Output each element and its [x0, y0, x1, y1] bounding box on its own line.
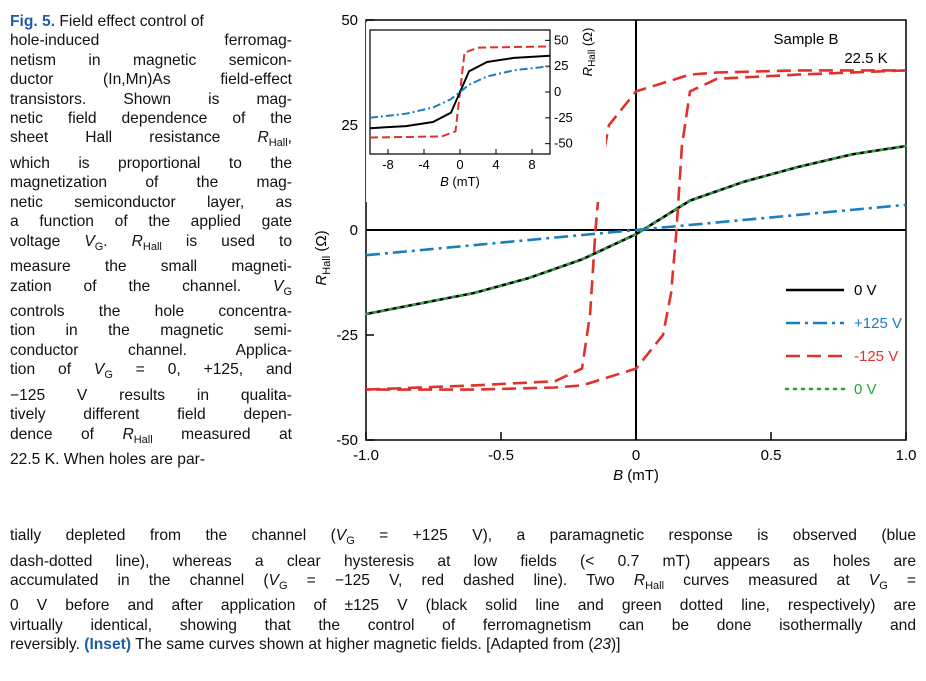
caption-line: tion of VG = 0, +125, and: [10, 361, 293, 382]
caption-line: ductor (In,Mn)As field-effect: [10, 71, 292, 89]
caption-line: a function of the applied gate: [10, 213, 292, 231]
caption-line: −125 V results in qualita-: [10, 386, 292, 404]
inset-y-tick-label: -50: [554, 136, 573, 151]
x-tick-label: -1.0: [353, 447, 379, 464]
inset-y-tick-label: -25: [554, 110, 573, 125]
caption-line: accumulated in the channel (VG = −125 V,…: [10, 571, 916, 593]
y-tick-label: -50: [336, 432, 358, 449]
caption-line: 22.5 K. When holes are par-: [10, 451, 206, 469]
x-tick-label: 0.5: [761, 447, 782, 464]
caption-line: netic semiconductor layer, as: [10, 193, 292, 211]
inset-series-line: [369, 54, 551, 130]
inset-series-line: [369, 65, 551, 119]
series-line: [365, 203, 907, 257]
legend-label: 0 V: [854, 381, 877, 398]
caption-continuation: tially depleted from the channel (VG = +…: [10, 526, 916, 655]
series-line-return-branch: [366, 69, 907, 391]
caption-line: sheet Hall resistance RHall,: [10, 129, 292, 150]
inset-y-tick-label: 25: [554, 58, 568, 73]
legend-label: -125 V: [854, 348, 898, 365]
inset-x-tick-label: -4: [418, 157, 430, 172]
caption-line: magnetization of the mag-: [10, 174, 292, 192]
caption-line: transistors. Shown is mag-: [10, 90, 292, 108]
caption-first-line: Field effect control of: [59, 13, 204, 30]
inset-y-tick-label: 50: [554, 32, 568, 47]
y-axis-label: RHall (Ω): [313, 230, 333, 285]
inset-x-tick-label: 0: [456, 157, 463, 172]
caption-line: 0 V before and after application of ±125…: [10, 597, 916, 615]
inset-x-tick-label: 4: [492, 157, 499, 172]
series-line: [364, 144, 908, 316]
caption-line: dash-dotted line), whereas a clear hyste…: [10, 552, 916, 570]
caption-line: conductor channel. Applica-: [10, 341, 292, 359]
caption-body: hole-induced ferromag-netism in magnetic…: [10, 31, 292, 469]
caption-line: virtually identical, showing that the co…: [10, 616, 916, 634]
inset-background: [366, 22, 606, 202]
figure-caption-column: Fig. 5. Field effect control of hole-ind…: [10, 12, 292, 469]
temperature-label: 22.5 K: [844, 50, 887, 67]
legend-label: 0 V: [854, 282, 877, 299]
inset-label: (Inset): [84, 636, 132, 654]
caption-line: netic field dependence of the: [10, 110, 292, 128]
inset-y-axis-label: RHall (Ω): [580, 28, 598, 77]
caption-line: tially depleted from the channel (VG = +…: [10, 527, 917, 548]
series-line: [365, 69, 906, 391]
reference-number: 23: [593, 636, 611, 654]
caption-line: controls the hole concentra-: [10, 303, 292, 321]
caption-line: which is proportional to the: [10, 154, 292, 172]
x-tick-label: -0.5: [488, 447, 514, 464]
caption-line: reversibly. (Inset) The same curves show…: [10, 636, 621, 654]
sample-label: Sample B: [773, 31, 838, 48]
y-tick-label: 25: [341, 117, 358, 134]
inset-x-tick-label: -8: [382, 157, 394, 172]
x-tick-label: 0: [632, 447, 640, 464]
caption-line: hole-induced ferromag-: [10, 32, 292, 50]
inset-caption-text: The same curves shown at higher magnetic…: [131, 636, 594, 654]
y-tick-label: -25: [336, 327, 358, 344]
x-tick-label: 1.0: [896, 447, 917, 464]
x-axis-label: B (mT): [613, 467, 659, 484]
caption-line: voltage VG. RHall is used to: [10, 232, 292, 253]
caption-line: measure the small magneti-: [10, 258, 292, 276]
caption-line: tively different field depen-: [10, 406, 292, 424]
y-tick-label: 50: [341, 12, 358, 29]
y-tick-label: 0: [350, 222, 358, 239]
hall-resistance-chart: -1.0 -0.5 0 0.5 1.0 50 25 0 -25 -50 B (mT) RHall (Ω…: [313, 12, 917, 484]
caption-line: zation of the channel. VG: [10, 277, 292, 298]
caption-bottom-lines: tially depleted from the channel (VG = +…: [10, 526, 916, 655]
figure: -1.0 -0.5 0 0.5 1.0 50 25 0 -25 -50 B (mT) RHall (Ω…: [300, 8, 924, 508]
legend-label: +125 V: [854, 315, 902, 332]
caption-line: dence of RHall measured at: [10, 425, 292, 446]
inset-x-tick-label: 8: [528, 157, 535, 172]
figure-label: Fig. 5.: [10, 13, 56, 30]
caption-line: netism in magnetic semicon-: [10, 51, 292, 69]
inset-x-axis-label: B (mT): [440, 174, 480, 189]
inset-y-tick-label: 0: [554, 84, 561, 99]
caption-line: tion in the magnetic semi-: [10, 322, 292, 340]
